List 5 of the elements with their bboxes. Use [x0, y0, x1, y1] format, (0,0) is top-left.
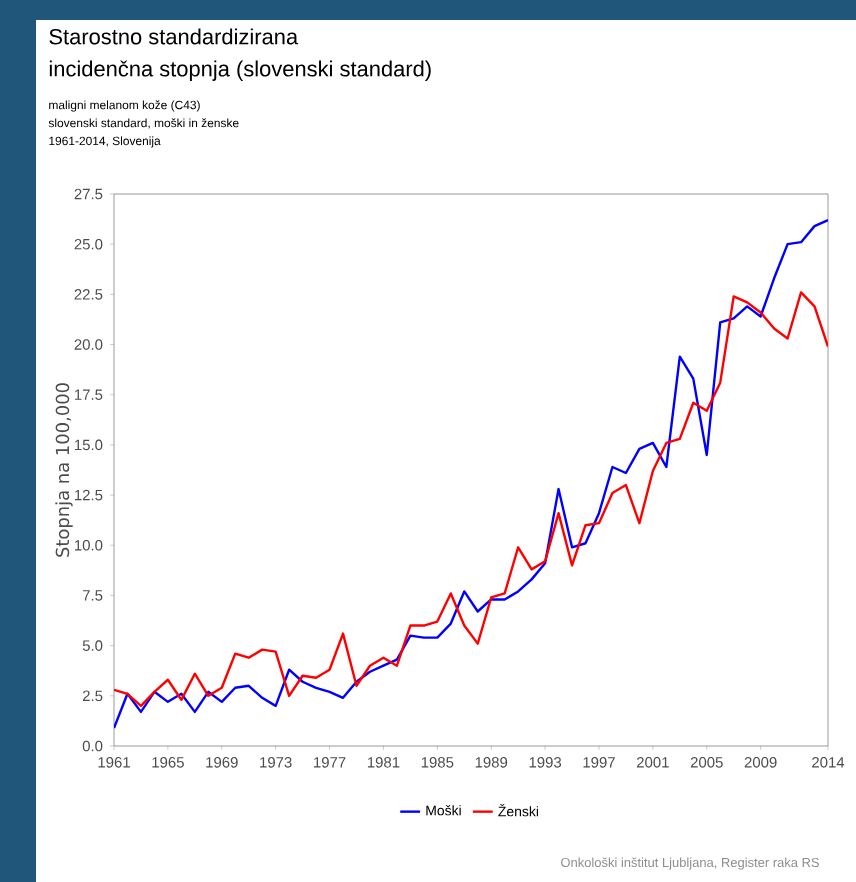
line-series	[114, 291, 828, 708]
chart-title: Starostno standardizirana	[49, 28, 299, 45]
y-axis-title: Stopnja na 100,000	[55, 383, 73, 557]
line-series	[114, 218, 828, 730]
chart-subtitle: incidenčna stopnja (slovenski standard)	[49, 60, 431, 81]
